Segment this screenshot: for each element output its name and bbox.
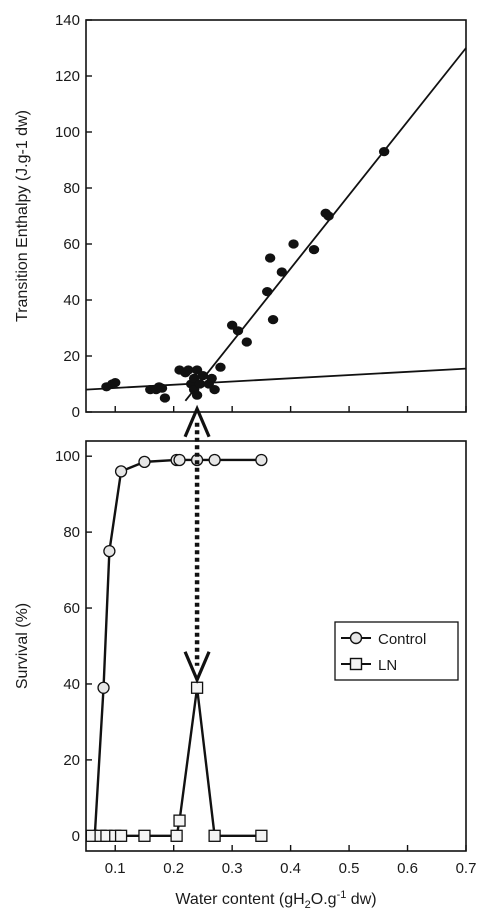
control-point	[208, 453, 221, 467]
control-point	[255, 453, 268, 467]
x-tick-label: 0.4	[280, 860, 301, 877]
control-point	[114, 465, 128, 478]
bottom-x-axis: 0.1 0.2 0.3 0.4 0.5 0.6 0.7	[105, 845, 477, 877]
control-point	[97, 681, 110, 694]
bottom-y-tick-label: 0	[72, 828, 80, 845]
x-tick-label: 0.1	[105, 860, 126, 877]
legend: Control LN	[334, 621, 459, 681]
x-tick-label: 0.5	[339, 860, 360, 877]
dotted-double-arrow	[183, 404, 211, 684]
enthalpy-panel: 0 20 40 60 80 100 120 140 Transition Enthalpy (…	[14, 12, 467, 421]
ln-point	[173, 814, 186, 827]
enthalpy-point	[183, 365, 194, 375]
top-y-tick-label: 100	[55, 124, 80, 141]
top-y-tick-label: 60	[63, 236, 80, 253]
bottom-y-tick-label: 100	[55, 448, 80, 465]
enthalpy-point	[209, 385, 220, 395]
enthalpy-point	[262, 287, 273, 297]
x-axis-title: Water content (gH2O.g-1 dw)	[175, 889, 376, 911]
bottom-y-axis: 0 20 40 60 80 100	[55, 448, 92, 845]
control-point	[103, 544, 116, 558]
top-y-axis-title: Transition Enthalpy (J.g-1 dw)	[14, 110, 31, 322]
arrow-head-up	[183, 404, 211, 438]
legend-control-label: Control	[378, 631, 426, 648]
enthalpy-point	[241, 337, 252, 347]
legend-ln-marker	[349, 657, 363, 671]
top-plot-frame	[85, 19, 467, 413]
enthalpy-point	[110, 378, 121, 388]
bottom-y-tick-label: 20	[63, 752, 80, 769]
ln-point	[114, 829, 128, 842]
enthalpy-point	[276, 267, 288, 277]
top-y-tick-label: 120	[55, 68, 80, 85]
legend-ln-label: LN	[378, 657, 397, 674]
bottom-y-axis-title: Survival (%)	[14, 603, 31, 689]
bottom-y-tick-label: 60	[63, 600, 80, 617]
control-point	[138, 455, 151, 469]
bottom-y-tick-label: 40	[63, 676, 80, 693]
x-tick-label: 0.2	[163, 860, 184, 877]
enthalpy-point	[215, 362, 226, 372]
ln-line	[91, 686, 262, 838]
arrow-head-down	[183, 651, 211, 684]
top-y-axis: 0 20 40 60 80 100 120 140	[55, 12, 467, 421]
top-y-tick-label: 80	[63, 180, 80, 197]
enthalpy-point	[156, 383, 168, 393]
enthalpy-point	[264, 253, 276, 263]
control-line	[93, 458, 262, 836]
enthalpy-point	[267, 315, 279, 325]
enthalpy-scatter	[101, 147, 390, 403]
legend-control-marker	[349, 631, 363, 645]
ln-point	[190, 681, 204, 694]
enthalpy-point	[232, 326, 244, 336]
legend-box	[334, 621, 459, 681]
enthalpy-point	[197, 371, 209, 381]
enthalpy-point	[378, 147, 390, 157]
control-point	[173, 453, 186, 467]
enthalpy-point	[323, 211, 334, 221]
enthalpy-point	[191, 390, 203, 400]
bottom-plot-frame	[85, 440, 467, 852]
top-y-tick-label: 0	[72, 404, 80, 421]
enthalpy-point	[159, 393, 171, 403]
top-y-tick-label: 140	[55, 12, 80, 29]
fit-line	[184, 47, 467, 402]
ln-point	[255, 829, 268, 842]
x-tick-label: 0.6	[397, 860, 418, 877]
enthalpy-point	[288, 239, 299, 249]
bottom-y-tick-label: 80	[63, 524, 80, 541]
ln-point	[170, 829, 183, 842]
top-y-tick-label: 20	[63, 348, 80, 365]
enthalpy-point	[308, 245, 320, 255]
ln-point	[138, 829, 151, 842]
fit-line	[85, 367, 467, 391]
enthalpy-point	[194, 379, 206, 389]
survival-panel: 0 20 40 60 80 100 0.1 0.2 0.3 0.4 0.5 0.6 0.7 Survi…	[14, 440, 477, 911]
fit-lines	[85, 47, 467, 402]
enthalpy-point	[206, 373, 217, 383]
survival-series	[85, 453, 268, 842]
top-y-tick-label: 40	[63, 292, 80, 309]
ln-point	[208, 829, 221, 842]
x-tick-label: 0.3	[222, 860, 243, 877]
x-tick-label: 0.7	[456, 860, 477, 877]
